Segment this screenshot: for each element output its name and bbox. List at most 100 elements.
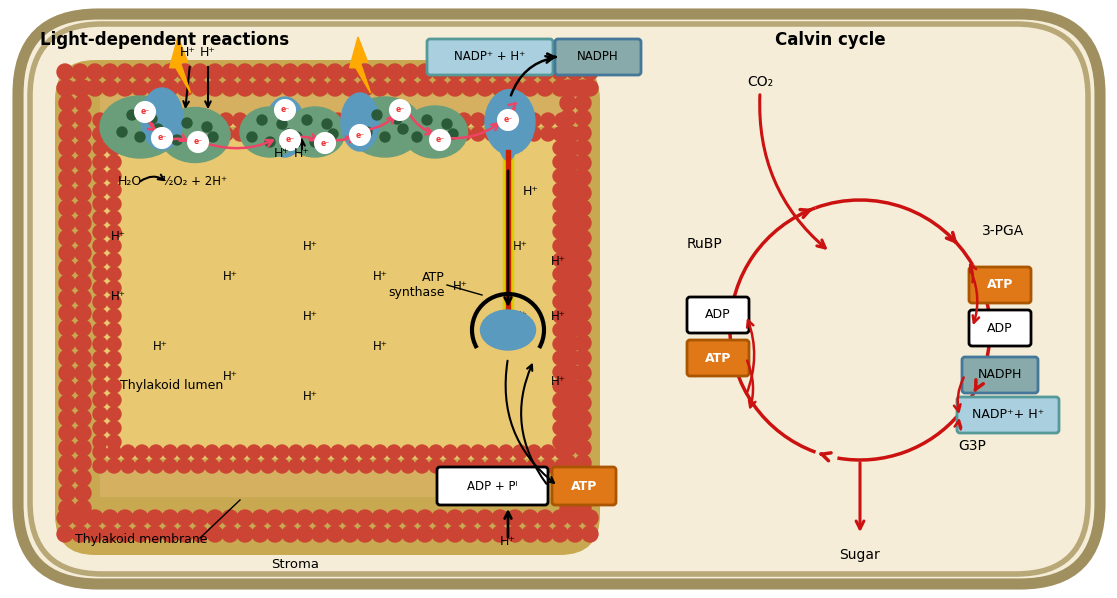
Text: H⁺: H⁺	[373, 270, 388, 283]
Circle shape	[107, 309, 121, 323]
Circle shape	[553, 239, 567, 253]
FancyArrowPatch shape	[335, 136, 353, 142]
Circle shape	[359, 459, 373, 473]
Circle shape	[93, 379, 107, 393]
Circle shape	[59, 275, 75, 291]
Circle shape	[485, 445, 499, 459]
Circle shape	[345, 459, 359, 473]
Circle shape	[93, 141, 107, 155]
Text: ½O₂ + 2H⁺: ½O₂ + 2H⁺	[162, 175, 228, 188]
Circle shape	[342, 526, 359, 542]
Circle shape	[566, 337, 580, 351]
Circle shape	[566, 421, 580, 435]
Ellipse shape	[160, 108, 230, 163]
FancyBboxPatch shape	[970, 267, 1031, 303]
Circle shape	[75, 200, 90, 216]
Ellipse shape	[497, 96, 519, 160]
Circle shape	[93, 127, 107, 141]
Circle shape	[59, 230, 75, 246]
Text: H⁺: H⁺	[523, 185, 540, 198]
Circle shape	[107, 127, 121, 141]
Circle shape	[75, 140, 90, 156]
Circle shape	[222, 526, 238, 542]
Circle shape	[566, 141, 580, 155]
Text: H⁺: H⁺	[111, 230, 125, 243]
Text: H⁺: H⁺	[274, 147, 290, 160]
Circle shape	[575, 275, 591, 291]
Circle shape	[107, 211, 121, 225]
Text: H⁺: H⁺	[111, 290, 125, 303]
FancyArrowPatch shape	[367, 116, 394, 130]
Circle shape	[135, 102, 155, 122]
Circle shape	[471, 459, 485, 473]
Circle shape	[560, 275, 576, 291]
Circle shape	[331, 445, 345, 459]
Circle shape	[59, 110, 75, 126]
Circle shape	[188, 132, 208, 152]
Circle shape	[107, 337, 121, 351]
Circle shape	[59, 245, 75, 261]
Circle shape	[75, 365, 90, 381]
Circle shape	[527, 459, 541, 473]
Circle shape	[402, 80, 418, 96]
Circle shape	[566, 169, 580, 183]
Circle shape	[555, 459, 569, 473]
Circle shape	[553, 267, 567, 281]
Circle shape	[560, 395, 576, 411]
Ellipse shape	[285, 107, 345, 157]
Circle shape	[75, 395, 90, 411]
Text: H⁺: H⁺	[222, 270, 238, 283]
Circle shape	[247, 127, 261, 141]
Circle shape	[560, 260, 576, 276]
Circle shape	[527, 113, 541, 127]
Circle shape	[176, 459, 191, 473]
Text: H⁺: H⁺	[373, 340, 388, 353]
Circle shape	[566, 309, 580, 323]
Bar	[101, 459, 575, 469]
Bar	[65, 79, 595, 93]
Circle shape	[102, 526, 118, 542]
Circle shape	[499, 127, 513, 141]
Circle shape	[575, 95, 591, 111]
Circle shape	[147, 526, 163, 542]
Circle shape	[121, 459, 135, 473]
Circle shape	[566, 225, 580, 239]
Circle shape	[132, 526, 147, 542]
Ellipse shape	[480, 310, 535, 350]
Circle shape	[401, 113, 416, 127]
Circle shape	[575, 440, 591, 456]
Circle shape	[566, 211, 580, 225]
Circle shape	[477, 64, 493, 80]
Circle shape	[247, 132, 257, 142]
Circle shape	[566, 183, 580, 197]
FancyArrowPatch shape	[206, 67, 211, 107]
Circle shape	[297, 526, 313, 542]
Circle shape	[281, 64, 298, 80]
Circle shape	[317, 445, 331, 459]
Circle shape	[172, 135, 182, 145]
Circle shape	[527, 127, 541, 141]
Circle shape	[237, 526, 252, 542]
Circle shape	[359, 445, 373, 459]
Circle shape	[75, 380, 90, 396]
Circle shape	[222, 510, 238, 526]
Circle shape	[567, 526, 583, 542]
Circle shape	[386, 526, 403, 542]
FancyArrowPatch shape	[972, 273, 980, 323]
Ellipse shape	[240, 107, 300, 157]
Circle shape	[312, 64, 328, 80]
Text: H⁺: H⁺	[551, 310, 565, 323]
Circle shape	[303, 459, 317, 473]
Bar	[101, 95, 575, 123]
Text: e⁻: e⁻	[141, 108, 150, 117]
Circle shape	[429, 127, 443, 141]
Circle shape	[567, 510, 583, 526]
Circle shape	[107, 365, 121, 379]
Circle shape	[359, 113, 373, 127]
Circle shape	[93, 323, 107, 337]
Circle shape	[566, 197, 580, 211]
Circle shape	[373, 445, 386, 459]
Circle shape	[327, 526, 343, 542]
Circle shape	[75, 305, 90, 321]
Text: ATP
synthase: ATP synthase	[389, 271, 445, 299]
